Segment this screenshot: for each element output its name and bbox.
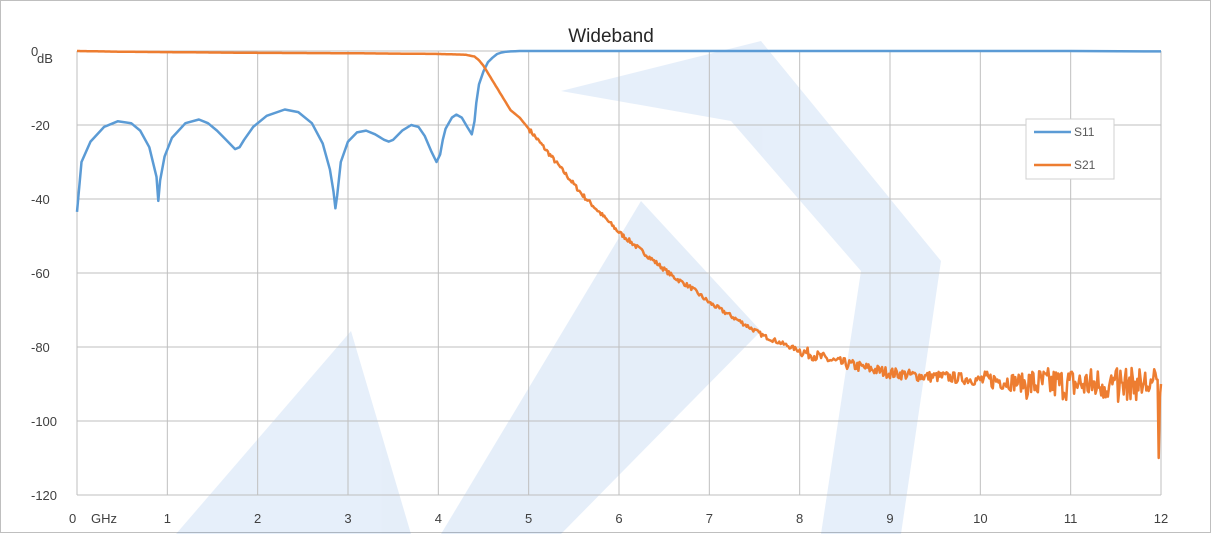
x-tick-label: 8	[796, 511, 803, 526]
legend-label-s11: S11	[1074, 125, 1095, 139]
x-tick-label: 1	[164, 511, 171, 526]
legend-label-s21: S21	[1074, 158, 1096, 172]
y-tick-label: -40	[31, 192, 50, 207]
y-tick-label: -60	[31, 266, 50, 281]
x-tick-label: 3	[344, 511, 351, 526]
series-line-s21	[76, 49, 1163, 460]
x-tick-label: 9	[886, 511, 893, 526]
chart-title: Wideband	[568, 26, 654, 47]
x-tick-label: 7	[706, 511, 713, 526]
y-tick-label: -100	[31, 414, 57, 429]
watermark-shape	[176, 331, 411, 534]
y-tick-label: -80	[31, 340, 50, 355]
x-tick-label: 0	[69, 511, 76, 526]
x-tick-label: 11	[1064, 511, 1078, 526]
x-tick-label: 2	[254, 511, 261, 526]
x-axis-tick-labels: 0 1 2 3 4 5 6 7 8 9 10 11 12	[69, 511, 1168, 526]
y-tick-label: -120	[31, 488, 57, 503]
grid	[76, 50, 1162, 496]
legend: S11 S21	[1025, 118, 1115, 180]
y-tick-label: -20	[31, 118, 50, 133]
x-tick-label: 4	[435, 511, 442, 526]
legend-box	[1025, 118, 1115, 180]
series-layer	[75, 49, 1163, 460]
x-tick-label: 12	[1154, 511, 1168, 526]
series-line-s11	[75, 49, 1162, 213]
y-axis-unit: dB	[37, 51, 53, 66]
y-axis-tick-labels: 0 -20 -40 -60 -80 -100 -120	[31, 44, 57, 503]
y-tick-label: 0	[31, 44, 38, 59]
x-axis-unit: GHz	[91, 511, 117, 526]
watermark-shape	[561, 41, 941, 534]
x-tick-label: 5	[525, 511, 532, 526]
x-tick-label: 10	[973, 511, 987, 526]
x-tick-label: 6	[615, 511, 622, 526]
watermark-logo	[176, 41, 941, 534]
watermark-shape	[441, 201, 761, 534]
